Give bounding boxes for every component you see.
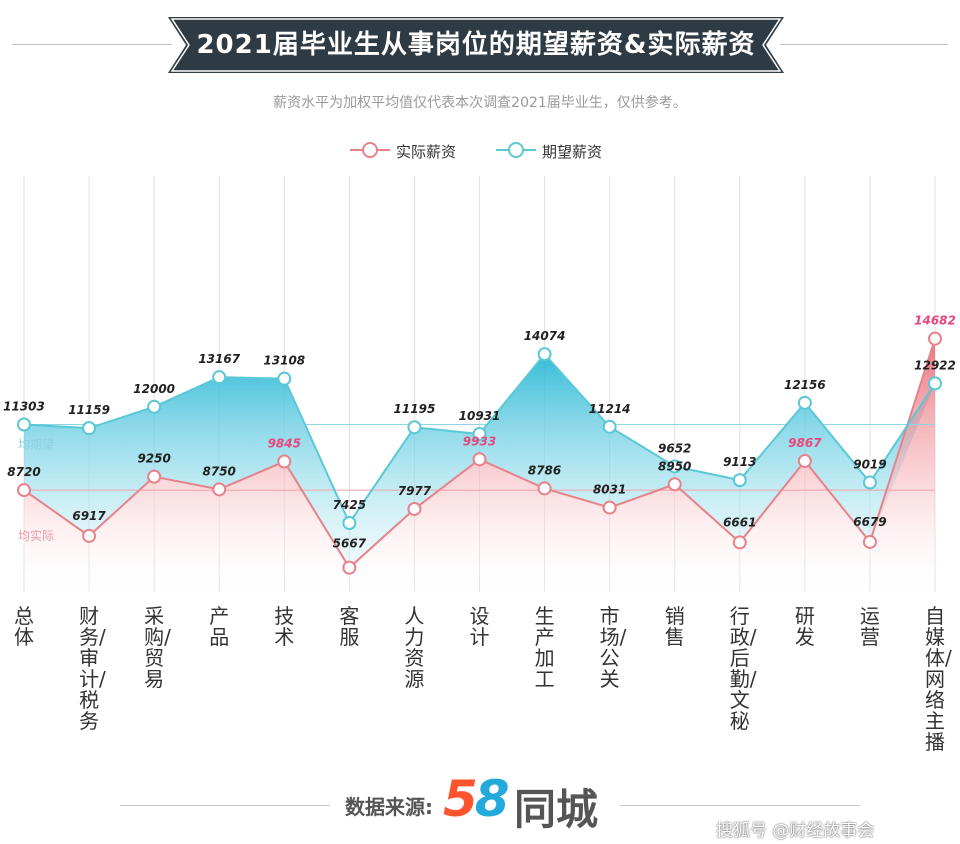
point-actual xyxy=(82,528,97,543)
data-label-expected: 9113 xyxy=(723,455,756,469)
data-label-actual: 9250 xyxy=(137,452,170,466)
title-banner: 2021届毕业生从事岗位的期望薪资&实际薪资 xyxy=(168,17,784,73)
category-label: 生产加工 xyxy=(534,604,555,691)
data-label-actual: 6661 xyxy=(723,515,756,529)
data-label-actual: 9933 xyxy=(463,434,496,448)
data-label-actual: 8031 xyxy=(593,483,626,497)
category-label: 自媒体/网络主播 xyxy=(925,604,952,754)
point-actual xyxy=(147,469,162,484)
legend-actual-label: 实际薪资 xyxy=(396,143,457,161)
footer-rule-right xyxy=(620,805,860,806)
logo-digit-eight: 8 xyxy=(474,770,510,828)
data-label-expected: 13167 xyxy=(198,352,240,366)
category-label: 设计 xyxy=(469,604,490,649)
category-label: 客服 xyxy=(339,604,360,649)
category-label: 产品 xyxy=(209,604,230,649)
point-expected xyxy=(797,395,812,410)
source-label: 数据来源: xyxy=(345,795,433,819)
category-label: 销售 xyxy=(664,604,685,649)
data-label-expected: 13108 xyxy=(263,354,305,368)
data-label-expected: 14074 xyxy=(524,329,566,343)
legend: 实际薪资 期望薪资 xyxy=(350,140,610,162)
footer-rule-left xyxy=(120,805,330,806)
data-label-expected: 12922 xyxy=(914,358,956,372)
logo-58: 58 xyxy=(443,770,510,828)
data-label-expected: 7425 xyxy=(333,498,366,512)
logo-digit-five: 5 xyxy=(443,770,478,828)
point-actual xyxy=(407,501,422,516)
title-rule-right xyxy=(780,44,948,45)
category-label: 运营 xyxy=(859,604,880,649)
point-actual xyxy=(212,482,227,497)
data-label-actual: 8786 xyxy=(528,463,561,477)
data-label-actual: 6679 xyxy=(853,515,886,529)
category-label: 研发 xyxy=(794,604,815,649)
point-expected xyxy=(928,376,942,391)
point-expected xyxy=(472,426,487,441)
point-expected xyxy=(407,420,422,435)
point-expected xyxy=(82,421,97,436)
data-label-expected: 12156 xyxy=(784,378,826,392)
watermark: 搜狐号 @财经故事会 xyxy=(716,821,875,841)
data-label-actual: 6917 xyxy=(72,509,106,523)
banner-shape xyxy=(168,17,784,73)
point-actual xyxy=(17,483,31,498)
point-expected xyxy=(342,516,357,531)
data-label-actual: 8750 xyxy=(203,464,236,478)
reference-label-expected: 均期望 xyxy=(18,438,54,452)
point-expected xyxy=(17,417,31,432)
point-expected xyxy=(147,399,162,414)
point-actual xyxy=(732,535,747,550)
data-label-expected: 9019 xyxy=(853,458,886,472)
subtitle: 薪资水平为加权平均值仅代表本次调查2021届毕业生，仅供参考。 xyxy=(273,95,687,111)
point-expected xyxy=(862,475,877,490)
data-label-expected: 11159 xyxy=(68,403,110,417)
expected-area xyxy=(24,354,935,568)
category-label: 总体 xyxy=(14,604,34,649)
data-label-expected: 10931 xyxy=(459,409,501,423)
logo-text: 同城 xyxy=(514,785,599,834)
category-label: 财务/审计/税务 xyxy=(79,604,106,733)
point-expected xyxy=(602,419,617,434)
point-expected xyxy=(277,371,292,386)
chart-title: 2021届毕业生从事岗位的期望薪资&实际薪资 xyxy=(196,30,756,60)
data-label-actual: 8950 xyxy=(658,459,691,473)
data-label-actual: 9867 xyxy=(788,436,822,450)
point-actual xyxy=(537,481,552,496)
point-actual xyxy=(667,477,682,492)
point-expected xyxy=(537,347,552,362)
title-rule-left xyxy=(12,44,172,45)
point-actual xyxy=(928,331,942,346)
data-label-actual: 9845 xyxy=(268,437,301,451)
legend-expected-label: 期望薪资 xyxy=(542,143,603,161)
reference-label-actual: 均实际 xyxy=(18,528,54,543)
data-label-expected: 11195 xyxy=(394,402,436,416)
point-expected xyxy=(667,459,682,474)
category-label: 技术 xyxy=(274,604,295,649)
category-label: 人力资源 xyxy=(404,604,425,691)
category-label: 市场/公关 xyxy=(599,604,627,691)
data-label-expected: 11214 xyxy=(589,402,631,416)
legend-expected-marker xyxy=(496,142,536,158)
data-label-expected: 9652 xyxy=(658,441,691,455)
data-label-actual: 8720 xyxy=(7,465,40,479)
point-actual xyxy=(797,453,812,468)
point-expected xyxy=(732,473,747,488)
category-label: 采购/贸易 xyxy=(144,604,171,691)
point-actual xyxy=(342,560,357,575)
data-label-expected: 12000 xyxy=(133,382,175,396)
data-label-actual: 5667 xyxy=(333,537,367,551)
point-actual xyxy=(602,500,617,515)
point-actual xyxy=(862,534,877,549)
category-label: 行政/后勤/文秘 xyxy=(729,604,757,733)
point-actual xyxy=(277,454,292,469)
data-label-expected: 11303 xyxy=(3,400,45,414)
data-label-actual: 7977 xyxy=(398,484,432,498)
legend-actual-marker xyxy=(350,142,390,158)
point-expected xyxy=(212,370,227,385)
data-label-actual: 14682 xyxy=(914,314,956,328)
point-actual xyxy=(472,452,487,467)
